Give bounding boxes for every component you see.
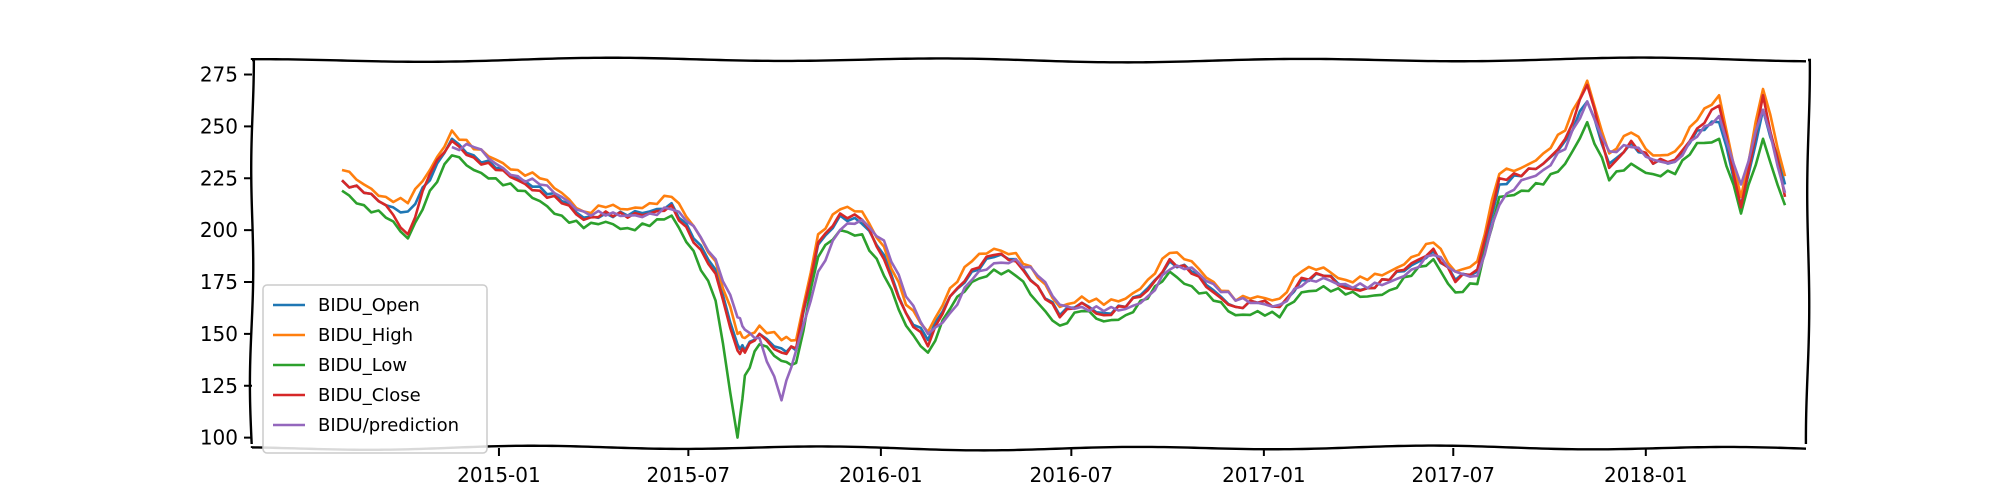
legend-label: BIDU_High xyxy=(318,325,413,346)
series-line-bidu-close xyxy=(341,83,1787,356)
x-tick-label: 2016-07 xyxy=(1030,463,1114,487)
frame-left xyxy=(248,58,256,445)
y-tick-label: 200 xyxy=(200,218,238,242)
series-line-bidu-low xyxy=(341,120,1787,439)
frame-right xyxy=(1804,58,1812,445)
legend-box xyxy=(262,284,488,454)
legend-label: BIDU_Low xyxy=(318,355,407,376)
y-tick-label: 150 xyxy=(200,322,238,346)
x-tick-label: 2017-01 xyxy=(1222,463,1306,487)
series-line-bidu-prediction xyxy=(451,100,1787,402)
y-tick-label: 250 xyxy=(200,114,238,138)
x-tick-label: 2017-07 xyxy=(1411,463,1495,487)
series-layer xyxy=(341,79,1787,439)
legend: BIDU_Open BIDU_High BIDU_Low BIDU_Close BIDU… xyxy=(262,284,488,454)
legend-label: BIDU/prediction xyxy=(318,415,459,436)
frame-bottom xyxy=(250,444,1807,452)
x-tick-label: 2015-07 xyxy=(647,463,731,487)
x-tick-label: 2015-01 xyxy=(457,463,541,487)
series-line-bidu-high xyxy=(341,79,1787,342)
plot-frame xyxy=(248,56,1812,452)
legend-label: BIDU_Close xyxy=(318,385,421,406)
legend-label: BIDU_Open xyxy=(318,295,420,316)
y-tick-label: 175 xyxy=(200,270,238,294)
x-axis: 2015-01 2015-07 2016-01 2016-07 2017-01 2017-… xyxy=(457,448,1688,487)
x-tick-label: 2016-01 xyxy=(839,463,923,487)
y-tick-label: 275 xyxy=(200,63,238,87)
y-tick-label: 125 xyxy=(200,374,238,398)
y-tick-label: 225 xyxy=(200,166,238,190)
y-tick-label: 100 xyxy=(200,426,238,450)
frame-top xyxy=(250,56,1807,64)
y-axis: 100 125 150 175 200 225 250 275 xyxy=(200,63,252,450)
x-tick-label: 2018-01 xyxy=(1604,463,1688,487)
